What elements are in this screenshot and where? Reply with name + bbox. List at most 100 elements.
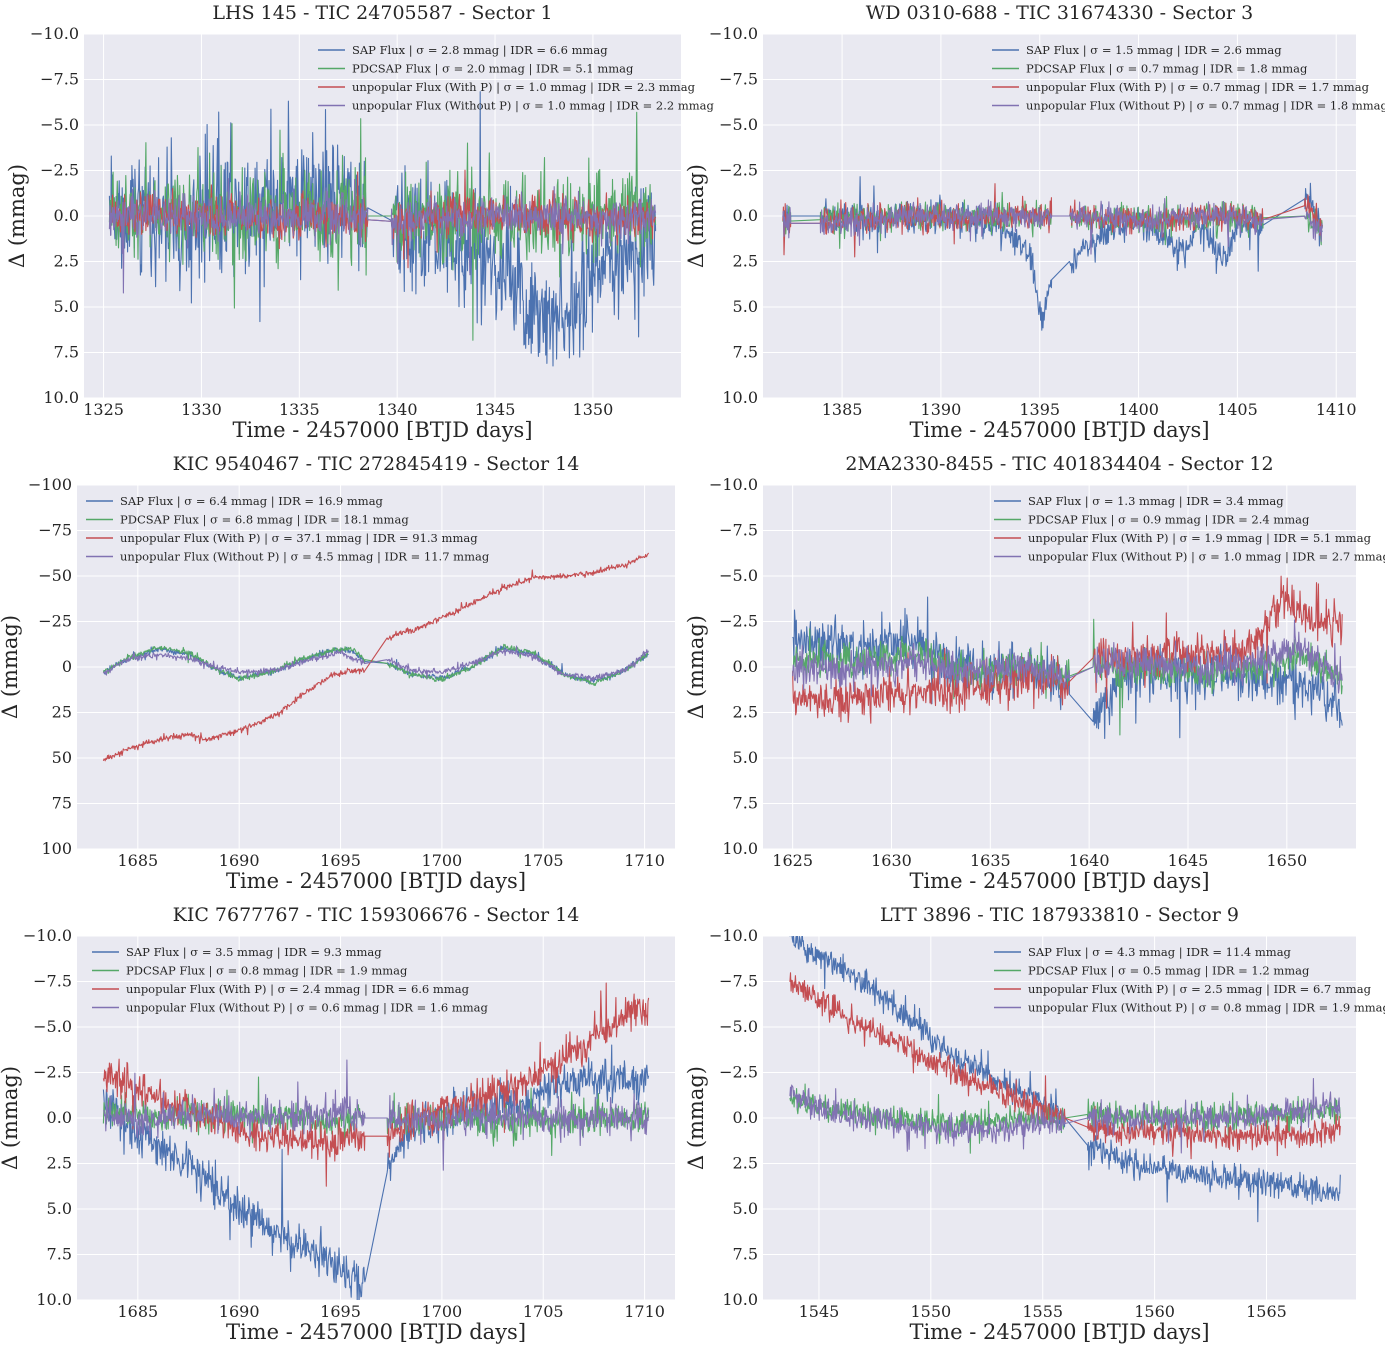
y-tick-label: 5.0: [733, 748, 758, 767]
chart-title: WD 0310-688 - TIC 31674330 - Sector 3: [866, 2, 1254, 24]
legend-label: SAP Flux | σ = 3.5 mmag | IDR = 9.3 mmag: [126, 945, 382, 960]
y-tick-label: 25: [52, 703, 72, 722]
y-tick-label: −5.0: [719, 1017, 758, 1036]
y-tick-label: 2.5: [733, 252, 758, 271]
chart-panel-5: −10.0 −7.5 −5.0 −2.5 0.0 2.5 5.0 7.5 10.0 1685 169…: [0, 904, 675, 1344]
legend: SAP Flux | σ = 1.5 mmag | IDR = 2.6 mmag…: [992, 43, 1385, 114]
legend: SAP Flux | σ = 3.5 mmag | IDR = 9.3 mmag…: [92, 945, 489, 1016]
y-tick-label: 5.0: [733, 1199, 758, 1218]
y-tick-label: −7.5: [719, 70, 758, 89]
y-tick-label: 0.0: [733, 1108, 758, 1127]
legend-label: unpopular Flux (Without P) | σ = 0.6 mma…: [126, 1001, 489, 1016]
y-tick-label: −7.5: [40, 70, 79, 89]
legend-label: unpopular Flux (Without P) | σ = 0.8 mma…: [1028, 1001, 1385, 1016]
series-line-3: [108, 169, 657, 269]
y-tick-label: −2.5: [719, 1063, 758, 1082]
x-tick-label: 1555: [1022, 1302, 1063, 1321]
series-line-4: [102, 645, 649, 682]
series-line-4: [789, 1077, 1341, 1154]
x-tick-label: 1645: [1168, 851, 1209, 870]
y-tick-label: 10.0: [722, 388, 758, 407]
series-line-3: [792, 575, 1343, 724]
x-tick-label: 1330: [181, 400, 222, 419]
y-tick-label: 10.0: [722, 1290, 758, 1309]
y-tick-label: −25: [38, 612, 72, 631]
legend-label: unpopular Flux (Without P) | σ = 0.7 mma…: [1026, 99, 1385, 114]
legend-label: unpopular Flux (With P) | σ = 1.9 mmag |…: [1028, 531, 1372, 546]
x-tick-label: 1405: [1217, 400, 1258, 419]
x-tick-label: 1690: [219, 851, 260, 870]
x-tick-label: 1705: [523, 1302, 564, 1321]
y-tick-label: 10.0: [36, 1290, 72, 1309]
y-axis-label: Δ (mmag): [0, 615, 22, 719]
chart-panel-2: −10.0 −7.5 −5.0 −2.5 0.0 2.5 5.0 7.5 10.0 1385 139…: [684, 2, 1385, 442]
y-tick-label: 7.5: [47, 1245, 72, 1264]
series-line-1: [792, 596, 1343, 740]
legend-label: unpopular Flux (Without P) | σ = 4.5 mma…: [120, 550, 490, 565]
x-tick-label: 1685: [117, 1302, 158, 1321]
x-tick-label: 1400: [1118, 400, 1159, 419]
legend-label: PDCSAP Flux | σ = 0.9 mmag | IDR = 2.4 m…: [1028, 513, 1310, 528]
y-tick-label: −50: [38, 566, 72, 585]
x-tick-label: 1410: [1316, 400, 1357, 419]
x-tick-label: 1630: [871, 851, 912, 870]
series-line-4: [782, 197, 1323, 255]
x-tick-label: 1635: [970, 851, 1011, 870]
legend: SAP Flux | σ = 2.8 mmag | IDR = 6.6 mmag…: [318, 43, 715, 114]
legend-label: SAP Flux | σ = 4.3 mmag | IDR = 11.4 mma…: [1028, 945, 1292, 960]
y-tick-label: 10.0: [43, 388, 79, 407]
series-line-3: [102, 982, 650, 1187]
chart-title: KIC 7677767 - TIC 159306676 - Sector 14: [173, 904, 580, 926]
legend-label: unpopular Flux (With P) | σ = 2.4 mmag |…: [126, 982, 470, 997]
y-tick-label: 0.0: [733, 206, 758, 225]
legend: SAP Flux | σ = 1.3 mmag | IDR = 3.4 mmag…: [994, 494, 1385, 565]
x-axis-label: Time - 2457000 [BTJD days]: [226, 869, 526, 893]
x-tick-label: 1550: [910, 1302, 951, 1321]
x-tick-label: 1340: [377, 400, 418, 419]
chart-panel-3: −100 −75 −50 −25 0 25 50 75 100 1685 1690 1695 1700 1…: [0, 453, 675, 893]
y-tick-label: 50: [52, 748, 72, 767]
x-tick-label: 1685: [117, 851, 158, 870]
y-tick-label: −5.0: [719, 115, 758, 134]
y-axis-label: Δ (mmag): [684, 164, 708, 268]
legend-label: SAP Flux | σ = 2.8 mmag | IDR = 6.6 mmag: [352, 43, 608, 58]
x-axis-label: Time - 2457000 [BTJD days]: [232, 418, 532, 442]
series-line-4: [102, 1059, 650, 1171]
y-tick-label: −7.5: [719, 972, 758, 991]
x-tick-label: 1385: [822, 400, 863, 419]
legend-label: unpopular Flux (With P) | σ = 0.7 mmag |…: [1026, 80, 1370, 95]
x-tick-label: 1695: [320, 1302, 361, 1321]
y-tick-label: −2.5: [719, 161, 758, 180]
x-tick-label: 1700: [422, 1302, 463, 1321]
x-tick-label: 1710: [624, 1302, 665, 1321]
x-tick-label: 1345: [475, 400, 516, 419]
x-tick-label: 1695: [320, 851, 361, 870]
series-line-4: [792, 619, 1343, 697]
x-tick-label: 1325: [83, 400, 124, 419]
series-line-3: [102, 552, 650, 762]
y-tick-label: −75: [38, 521, 72, 540]
x-tick-label: 1560: [1134, 1302, 1175, 1321]
series-line-4: [108, 177, 657, 294]
y-tick-label: 2.5: [47, 1154, 72, 1173]
legend-label: PDCSAP Flux | σ = 0.5 mmag | IDR = 1.2 m…: [1028, 964, 1310, 979]
y-tick-label: 7.5: [733, 1245, 758, 1264]
y-tick-label: −5.0: [40, 115, 79, 134]
legend-label: PDCSAP Flux | σ = 0.7 mmag | IDR = 1.8 m…: [1026, 62, 1308, 77]
y-tick-label: −2.5: [33, 1063, 72, 1082]
x-tick-label: 1335: [279, 400, 320, 419]
x-tick-label: 1395: [1019, 400, 1060, 419]
y-tick-label: −7.5: [33, 972, 72, 991]
x-tick-label: 1390: [921, 400, 962, 419]
y-tick-label: −100: [28, 475, 72, 494]
x-tick-label: 1565: [1246, 1302, 1287, 1321]
x-tick-label: 1710: [624, 851, 665, 870]
x-tick-label: 1545: [799, 1302, 840, 1321]
x-axis-label: Time - 2457000 [BTJD days]: [226, 1320, 526, 1344]
y-tick-label: −10.0: [23, 926, 72, 945]
y-axis-label: Δ (mmag): [684, 1066, 708, 1170]
y-tick-label: −10.0: [709, 926, 758, 945]
y-tick-label: 2.5: [54, 252, 79, 271]
